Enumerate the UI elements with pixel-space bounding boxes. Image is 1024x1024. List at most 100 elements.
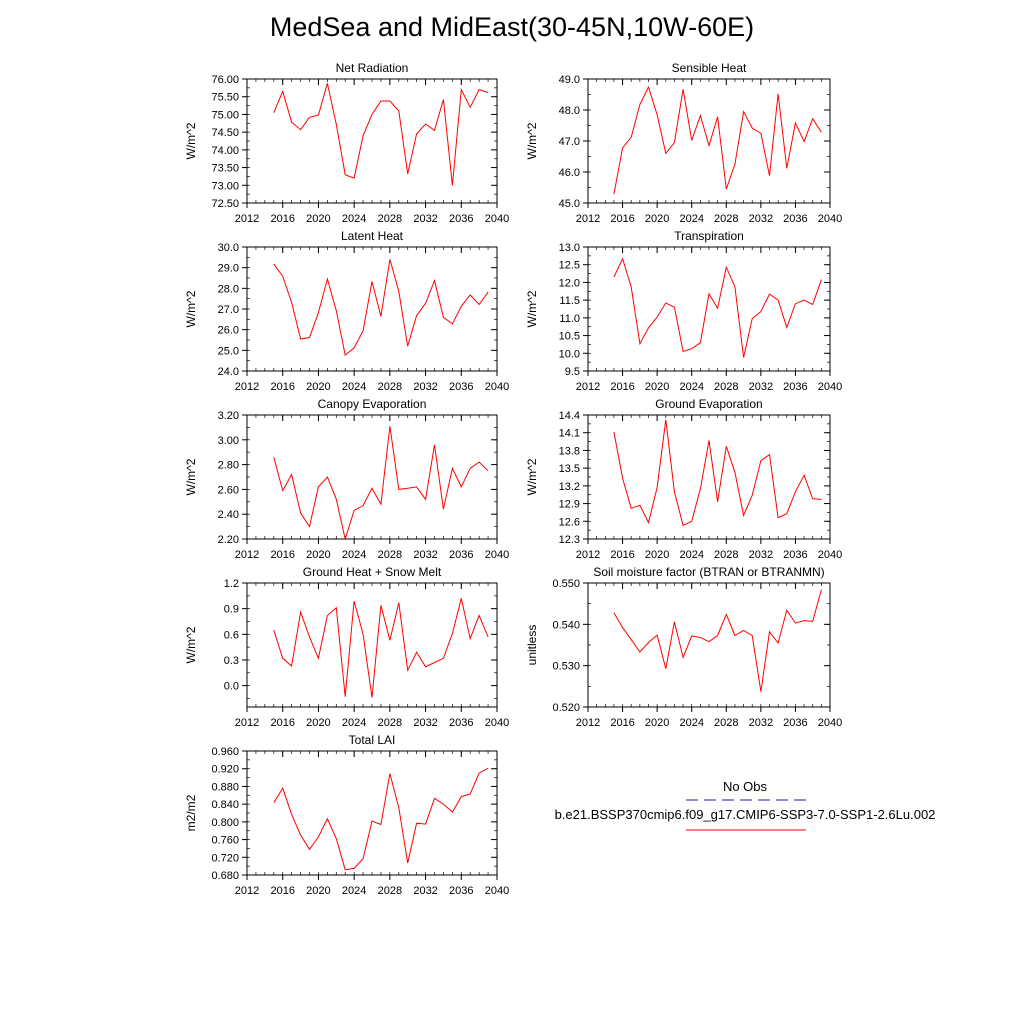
y-tick-label: 0.9 xyxy=(224,604,239,616)
series-line xyxy=(273,426,489,541)
y-axis-label: W/m^2 xyxy=(525,122,539,159)
x-tick-label: 2028 xyxy=(378,213,402,225)
y-axis-label: W/m^2 xyxy=(184,458,198,495)
panel-sensible-heat: 2012 2016 2020 2024 2028 2032 2036 2040 45.0 46.0… xyxy=(525,61,842,225)
panel-title: Net Radiation xyxy=(336,61,409,75)
y-tick-label: 13.8 xyxy=(559,445,580,457)
x-tick-label: 2028 xyxy=(378,885,402,897)
y-tick-label: 2.60 xyxy=(218,484,239,496)
y-tick-label: 0.550 xyxy=(552,578,580,590)
y-tick-label: 12.5 xyxy=(559,260,580,272)
y-tick-label: 75.00 xyxy=(211,109,239,121)
x-tick-label: 2012 xyxy=(235,717,259,729)
x-tick-label: 2032 xyxy=(749,381,773,393)
x-tick-label: 2036 xyxy=(783,381,807,393)
x-tick-label: 2012 xyxy=(576,213,600,225)
panel-net-radiation: 2012 2016 2020 2024 2028 2032 2036 2040 72.50 73.… xyxy=(184,61,509,225)
x-tick-label: 2040 xyxy=(818,381,842,393)
y-tick-label: 0.920 xyxy=(211,764,239,776)
y-tick-label: 72.50 xyxy=(211,198,239,210)
y-tick-label: 14.1 xyxy=(559,428,580,440)
x-tick-label: 2016 xyxy=(610,381,634,393)
x-tick-label: 2040 xyxy=(818,717,842,729)
x-tick-label: 2036 xyxy=(449,549,473,561)
x-tick-label: 2020 xyxy=(306,549,330,561)
x-tick-label: 2020 xyxy=(645,381,669,393)
y-axis-label: W/m^2 xyxy=(184,122,198,159)
series-line xyxy=(273,598,489,698)
x-tick-label: 2024 xyxy=(679,549,703,561)
series-line xyxy=(613,85,822,195)
x-tick-label: 2028 xyxy=(378,717,402,729)
y-tick-label: 12.9 xyxy=(559,499,580,511)
x-tick-label: 2036 xyxy=(449,213,473,225)
y-tick-label: 1.2 xyxy=(224,578,239,590)
x-tick-label: 2032 xyxy=(413,549,437,561)
page-title: MedSea and MidEast(30-45N,10W-60E) xyxy=(269,12,755,42)
y-tick-label: 74.00 xyxy=(211,145,239,157)
x-tick-label: 2024 xyxy=(679,717,703,729)
y-tick-label: 75.50 xyxy=(211,92,239,104)
panel-title: Ground Heat + Snow Melt xyxy=(303,565,442,579)
x-tick-label: 2024 xyxy=(679,381,703,393)
x-tick-label: 2012 xyxy=(235,381,259,393)
x-tick-label: 2036 xyxy=(449,885,473,897)
y-tick-label: 28.0 xyxy=(218,283,239,295)
panel-title: Total LAI xyxy=(349,733,396,747)
y-tick-label: 46.0 xyxy=(559,167,580,179)
panel-soil-moisture-factor-btran-or-btranmn: 2012 2016 2020 2024 2028 2032 2036 2040 0.520 0.5… xyxy=(525,565,842,729)
x-tick-label: 2024 xyxy=(342,885,366,897)
y-tick-label: 76.00 xyxy=(211,74,239,86)
x-tick-label: 2024 xyxy=(679,213,703,225)
y-tick-label: 27.0 xyxy=(218,304,239,316)
y-tick-label: 2.20 xyxy=(218,534,239,546)
x-tick-label: 2032 xyxy=(413,213,437,225)
panel-title: Ground Evaporation xyxy=(655,397,762,411)
y-tick-label: 29.0 xyxy=(218,263,239,275)
y-tick-label: 3.20 xyxy=(218,410,239,422)
panel-title: Latent Heat xyxy=(341,229,404,243)
y-tick-label: 0.3 xyxy=(224,655,239,667)
y-tick-label: 10.5 xyxy=(559,331,580,343)
x-tick-label: 2032 xyxy=(749,549,773,561)
x-tick-label: 2040 xyxy=(818,549,842,561)
plot-frame xyxy=(246,414,498,540)
legend-case-label: b.e21.BSSP370cmip6.f09_g17.CMIP6-SSP3-7.… xyxy=(554,807,936,822)
x-tick-label: 2032 xyxy=(413,381,437,393)
y-tick-label: 0.760 xyxy=(211,835,239,847)
x-tick-label: 2032 xyxy=(749,717,773,729)
x-tick-label: 2024 xyxy=(342,717,366,729)
x-tick-label: 2016 xyxy=(270,717,294,729)
x-tick-label: 2020 xyxy=(306,213,330,225)
x-tick-label: 2040 xyxy=(818,213,842,225)
panel-title: Canopy Evaporation xyxy=(318,397,427,411)
y-tick-label: 9.5 xyxy=(565,366,580,378)
x-tick-label: 2020 xyxy=(306,717,330,729)
y-tick-label: 0.6 xyxy=(224,629,239,641)
x-tick-label: 2040 xyxy=(485,717,509,729)
y-tick-label: 0.960 xyxy=(211,746,239,758)
y-tick-label: 13.2 xyxy=(559,481,580,493)
x-tick-label: 2028 xyxy=(714,717,738,729)
panel-transpiration: 2012 2016 2020 2024 2028 2032 2036 2040 9.5 10.0 1… xyxy=(525,229,842,393)
y-tick-label: 13.0 xyxy=(559,242,580,254)
y-tick-label: 3.00 xyxy=(218,435,239,447)
panel-title: Soil moisture factor (BTRAN or BTRANMN) xyxy=(593,565,824,579)
series-line xyxy=(613,257,822,358)
panel-total-lai: 2012 2016 2020 2024 2028 2032 2036 2040 0.680 0.7… xyxy=(184,733,509,897)
y-tick-label: 12.0 xyxy=(559,277,580,289)
x-tick-label: 2028 xyxy=(378,549,402,561)
y-tick-label: 2.80 xyxy=(218,460,239,472)
x-tick-label: 2032 xyxy=(749,213,773,225)
y-tick-label: 0.840 xyxy=(211,799,239,811)
series-line xyxy=(273,259,489,357)
y-tick-label: 14.4 xyxy=(559,410,580,422)
y-axis-label: m2/m2 xyxy=(184,794,198,831)
x-tick-label: 2012 xyxy=(235,549,259,561)
plot-frame xyxy=(587,414,831,540)
x-tick-label: 2020 xyxy=(645,717,669,729)
y-tick-label: 45.0 xyxy=(559,198,580,210)
y-axis-label: W/m^2 xyxy=(184,290,198,327)
x-tick-label: 2012 xyxy=(576,717,600,729)
y-axis-label: W/m^2 xyxy=(184,626,198,663)
